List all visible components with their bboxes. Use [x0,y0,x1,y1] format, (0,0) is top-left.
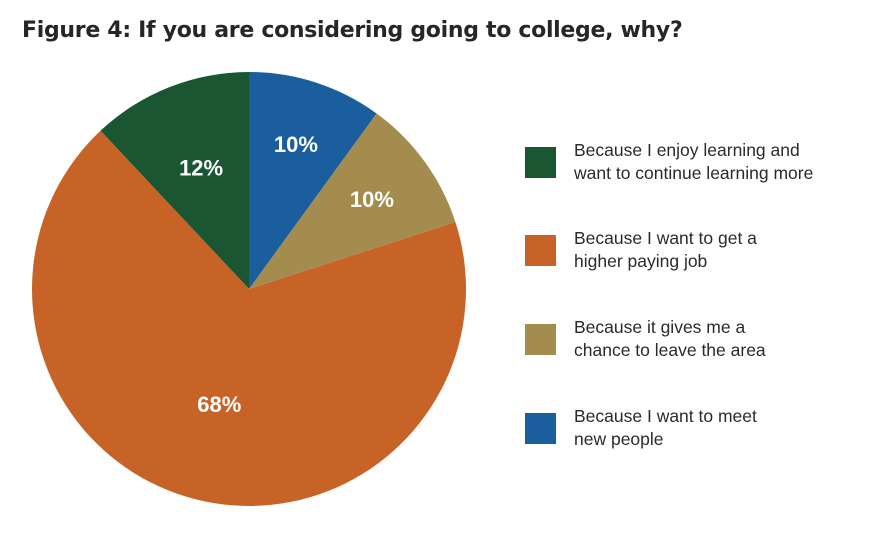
legend-label: Because I enjoy learning and want to con… [574,140,814,183]
slice-meet-new-people [249,71,377,289]
chart-legend: Because I enjoy learning and want to con… [525,0,870,554]
label-higher-paying-job: 68% [197,392,241,417]
legend-item-meet-new-people: Because I want to meet new people [525,405,870,451]
legend-item-higher-paying-job: Because I want to get a higher paying jo… [525,227,870,273]
slice-leave-the-area [249,113,456,289]
legend-label: Because I want to get a higher paying jo… [574,228,757,271]
legend-item-leave-the-area: Because it gives me a chance to leave th… [525,316,870,362]
slice-enjoy-learning [100,72,249,289]
legend-swatch [525,323,556,355]
legend-item-enjoy-learning: Because I enjoy learning and want to con… [525,139,870,185]
legend-swatch [525,146,556,178]
label-enjoy-learning: 12% [179,155,223,180]
legend-swatch [525,234,556,266]
label-leave-the-area: 10% [350,187,394,212]
chart-title: Figure 4: If you are considering going t… [22,18,683,43]
label-meet-new-people: 10% [274,132,318,157]
legend-label: Because I want to meet new people [574,406,757,449]
legend-swatch [525,412,556,444]
slice-higher-paying-job [31,130,466,506]
legend-label: Because it gives me a chance to leave th… [574,317,766,360]
